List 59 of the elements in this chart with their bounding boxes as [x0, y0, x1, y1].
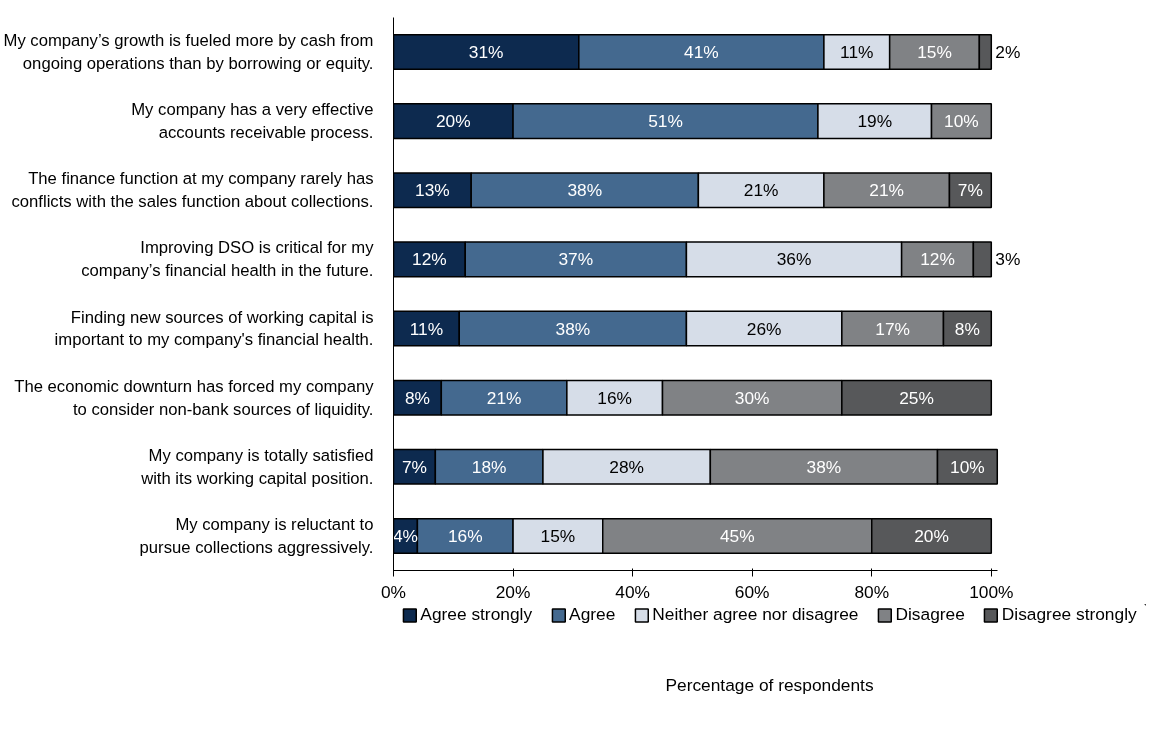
x-tick-label: 40%	[615, 581, 650, 602]
data-label: 12%	[920, 249, 955, 270]
y-tick-label: My company is reluctant to pursue collections aggressively.	[139, 515, 374, 557]
data-label: 16%	[597, 387, 633, 408]
data-label: 51%	[648, 111, 683, 132]
x-tick-label: 0%	[380, 581, 407, 602]
y-tick-label: Finding new sources of working capital is important to my company's financial health.	[54, 307, 374, 350]
data-label: 38%	[555, 318, 591, 339]
x-tick-label: 20%	[495, 581, 531, 602]
legend-label: Disagree	[895, 604, 965, 625]
data-label: 21%	[869, 180, 905, 201]
legend-label: Neither agree nor disagree	[652, 604, 859, 625]
data-label: 10%	[944, 111, 979, 132]
x-tick-label: 100%	[969, 581, 1014, 602]
data-label: 7%	[957, 180, 983, 201]
data-label: 4%	[392, 525, 418, 546]
data-label: 8%	[954, 318, 980, 339]
x-tick-label: 80%	[854, 581, 890, 602]
data-label: 11%	[840, 41, 874, 62]
y-tick-label: The economic downturn has forced my company to consider non-bank sources of liquidity.	[14, 376, 375, 419]
data-label: 20%	[914, 525, 949, 546]
data-label: 10%	[950, 456, 985, 477]
data-label: 30%	[734, 387, 770, 408]
y-tick-label: The finance function at my company rarely has conflicts with the sales function about collections.	[11, 169, 374, 212]
data-label: 37%	[558, 249, 594, 270]
data-label: 38%	[567, 180, 603, 201]
data-label: 15%	[917, 41, 952, 62]
x-axis-title: Percentage of respondents	[665, 674, 874, 695]
data-label: 16%	[447, 525, 483, 546]
y-tick-label: Improving DSO is critical for my company’s financial health in the future.	[81, 238, 375, 281]
data-label: 28%	[609, 456, 644, 477]
data-label: 20%	[435, 111, 471, 132]
legend-label: Agree	[569, 604, 616, 625]
y-tick-label: My company’s growth is fueled more by cash from ongoing operations than by borrowing or equity.	[3, 31, 374, 73]
data-label: 3%	[995, 249, 1021, 270]
data-label: 25%	[899, 387, 934, 408]
data-label: 36%	[776, 249, 812, 270]
y-tick-label: My company is totally satisfied with its working capital position.	[140, 445, 374, 488]
legend-label: Agree strongly	[420, 604, 533, 625]
data-label: 2%	[995, 41, 1021, 62]
data-label: 18%	[471, 456, 507, 477]
data-label: 21%	[743, 180, 779, 201]
data-label: 41%	[684, 41, 719, 62]
data-label: 7%	[401, 456, 427, 477]
legend-label: Disagree strongly	[1001, 604, 1137, 625]
data-label: 38%	[806, 456, 842, 477]
data-label: 21%	[486, 387, 522, 408]
data-label: 45%	[719, 525, 755, 546]
data-label: 26%	[746, 318, 782, 339]
data-label: 8%	[404, 387, 430, 408]
data-label: 15%	[540, 525, 576, 546]
data-label: 17%	[875, 318, 911, 339]
y-tick-label: My company has a very effective accounts receivable process.	[131, 100, 374, 143]
data-label: 11%	[409, 318, 444, 339]
data-label: 13%	[415, 180, 450, 201]
data-label: 12%	[412, 249, 447, 270]
data-label: 19%	[857, 111, 893, 132]
data-label: 31%	[468, 41, 504, 62]
x-tick-label: 60%	[734, 581, 770, 602]
